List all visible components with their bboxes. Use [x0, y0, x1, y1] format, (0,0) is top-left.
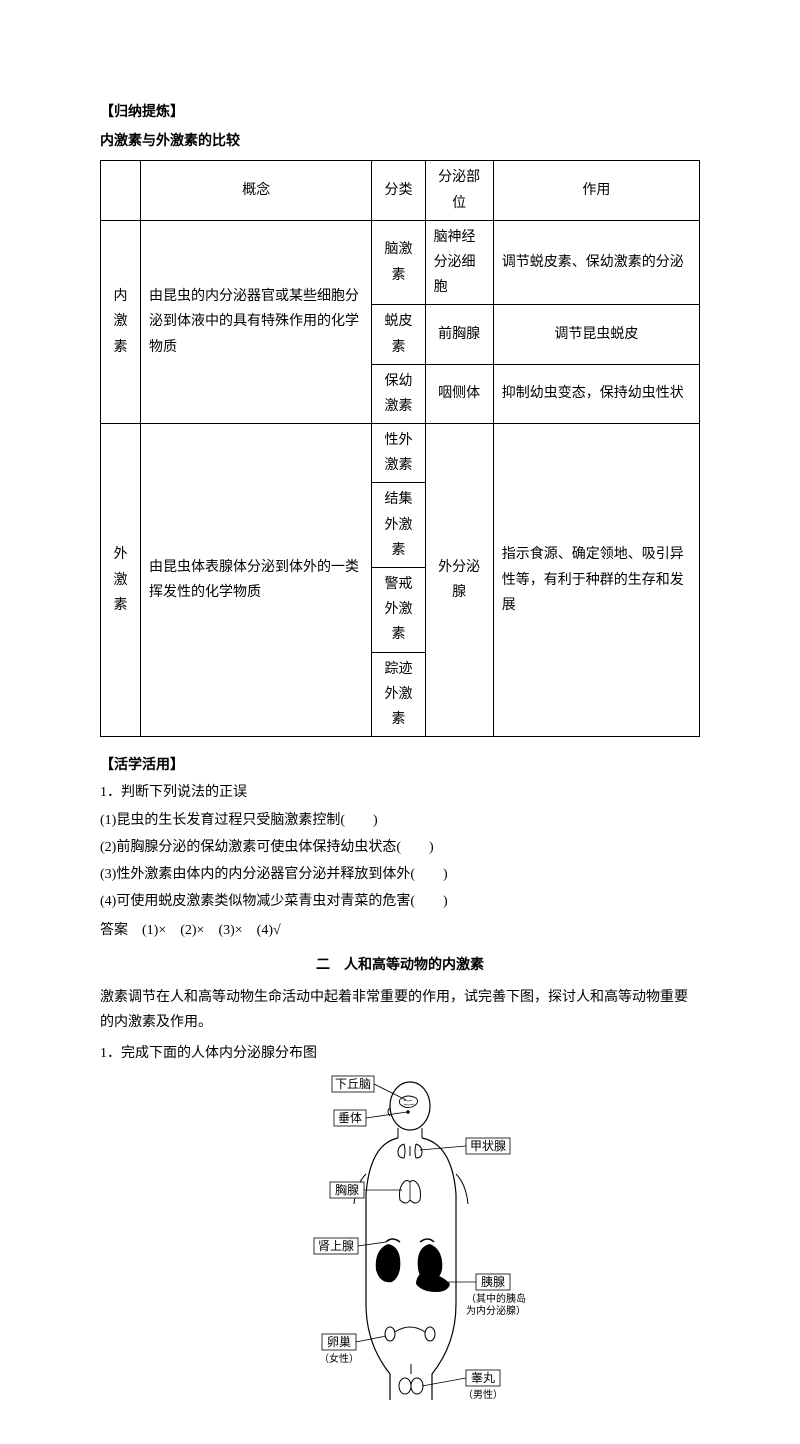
cell-trail: 踪迹外激素	[372, 652, 425, 737]
label-thymus: 胸腺	[335, 1182, 359, 1197]
question-1: (1)昆虫的生长发育过程只受脑激素控制( )	[100, 808, 700, 833]
cell-brain-effect: 调节蜕皮素、保幼激素的分泌	[493, 220, 699, 305]
label-ovary: 卵巢	[327, 1335, 351, 1349]
cell-juvenile-site: 咽侧体	[425, 364, 493, 423]
part2-title: 二 人和高等动物的内激素	[100, 953, 700, 978]
label-pancreas-note1: （其中的胰岛	[466, 1292, 526, 1305]
inner-hormone-concept: 由昆虫的内分泌器官或某些细胞分泌到体液中的具有特殊作用的化学物质	[141, 220, 372, 423]
cell-juvenile: 保幼激素	[372, 364, 425, 423]
label-thyroid: 甲状腺	[470, 1139, 506, 1153]
header-concept: 概念	[141, 161, 372, 220]
question-2: (2)前胸腺分泌的保幼激素可使虫体保持幼虫状态( )	[100, 835, 700, 860]
cell-sex-pheromone: 性外激素	[372, 424, 425, 483]
question-4: (4)可使用蜕皮激素类似物减少菜青虫对青菜的危害( )	[100, 889, 700, 914]
table-title: 内激素与外激素的比较	[100, 129, 700, 154]
question-3: (3)性外激素由体内的内分泌器官分泌并释放到体外( )	[100, 862, 700, 887]
questions-intro: 1．判断下列说法的正误	[100, 780, 700, 805]
header-effect: 作用	[493, 161, 699, 220]
cell-ecdysone: 蜕皮素	[372, 305, 425, 364]
cell-ecdysone-site: 前胸腺	[425, 305, 493, 364]
cell-juvenile-effect: 抑制幼虫变态，保持幼虫性状	[493, 364, 699, 423]
part2-task: 1．完成下面的人体内分泌腺分布图	[100, 1041, 700, 1066]
label-pancreas-note2: 为内分泌腺）	[466, 1304, 526, 1317]
label-pancreas: 胰腺	[481, 1275, 505, 1289]
comparison-table: 概念 分类 分泌部位 作用 内激素 由昆虫的内分泌器官或某些细胞分泌到体液中的具…	[100, 160, 700, 737]
outer-hormone-label: 外激素	[101, 424, 141, 737]
part2-intro: 激素调节在人和高等动物生命活动中起着非常重要的作用，试完善下图，探讨人和高等动物…	[100, 985, 700, 1035]
cell-brain-hormone: 脑激素	[372, 220, 425, 305]
label-testis-note: （男性）	[463, 1388, 503, 1401]
header-site: 分泌部位	[425, 161, 493, 220]
summarize-header: 【归纳提炼】	[100, 100, 700, 125]
header-blank	[101, 161, 141, 220]
label-testis: 睾丸	[471, 1370, 495, 1385]
cell-aggregation: 结集外激素	[372, 483, 425, 568]
apply-header: 【活学活用】	[100, 753, 700, 778]
cell-ecdysone-effect: 调节昆虫蜕皮	[493, 305, 699, 364]
table-header-row: 概念 分类 分泌部位 作用	[101, 161, 700, 220]
table-row: 外激素 由昆虫体表腺体分泌到体外的一类挥发性的化学物质 性外激素 外分泌腺 指示…	[101, 424, 700, 483]
label-ovary-note: （女性）	[319, 1352, 359, 1365]
label-pituitary: 垂体	[338, 1111, 362, 1125]
cell-alarm: 警戒外激素	[372, 568, 425, 653]
cell-brain-site: 脑神经分泌细胞	[425, 220, 493, 305]
answers: 答案 (1)× (2)× (3)× (4)√	[100, 918, 700, 943]
header-category: 分类	[372, 161, 425, 220]
table-row: 内激素 由昆虫的内分泌器官或某些细胞分泌到体液中的具有特殊作用的化学物质 脑激素…	[101, 220, 700, 305]
outer-hormone-concept: 由昆虫体表腺体分泌到体外的一类挥发性的化学物质	[141, 424, 372, 737]
label-adrenal: 肾上腺	[318, 1239, 354, 1253]
endocrine-diagram: 下丘脑 垂体 甲状腺 胸腺 肾上腺 胰腺 （其中的胰岛 为内分泌腺） 卵巢 （女…	[270, 1074, 530, 1404]
inner-hormone-label: 内激素	[101, 220, 141, 423]
label-hypothalamus: 下丘脑	[335, 1077, 371, 1091]
cell-exocrine-site: 外分泌腺	[425, 424, 493, 737]
cell-exocrine-effect: 指示食源、确定领地、吸引异性等，有利于种群的生存和发展	[493, 424, 699, 737]
